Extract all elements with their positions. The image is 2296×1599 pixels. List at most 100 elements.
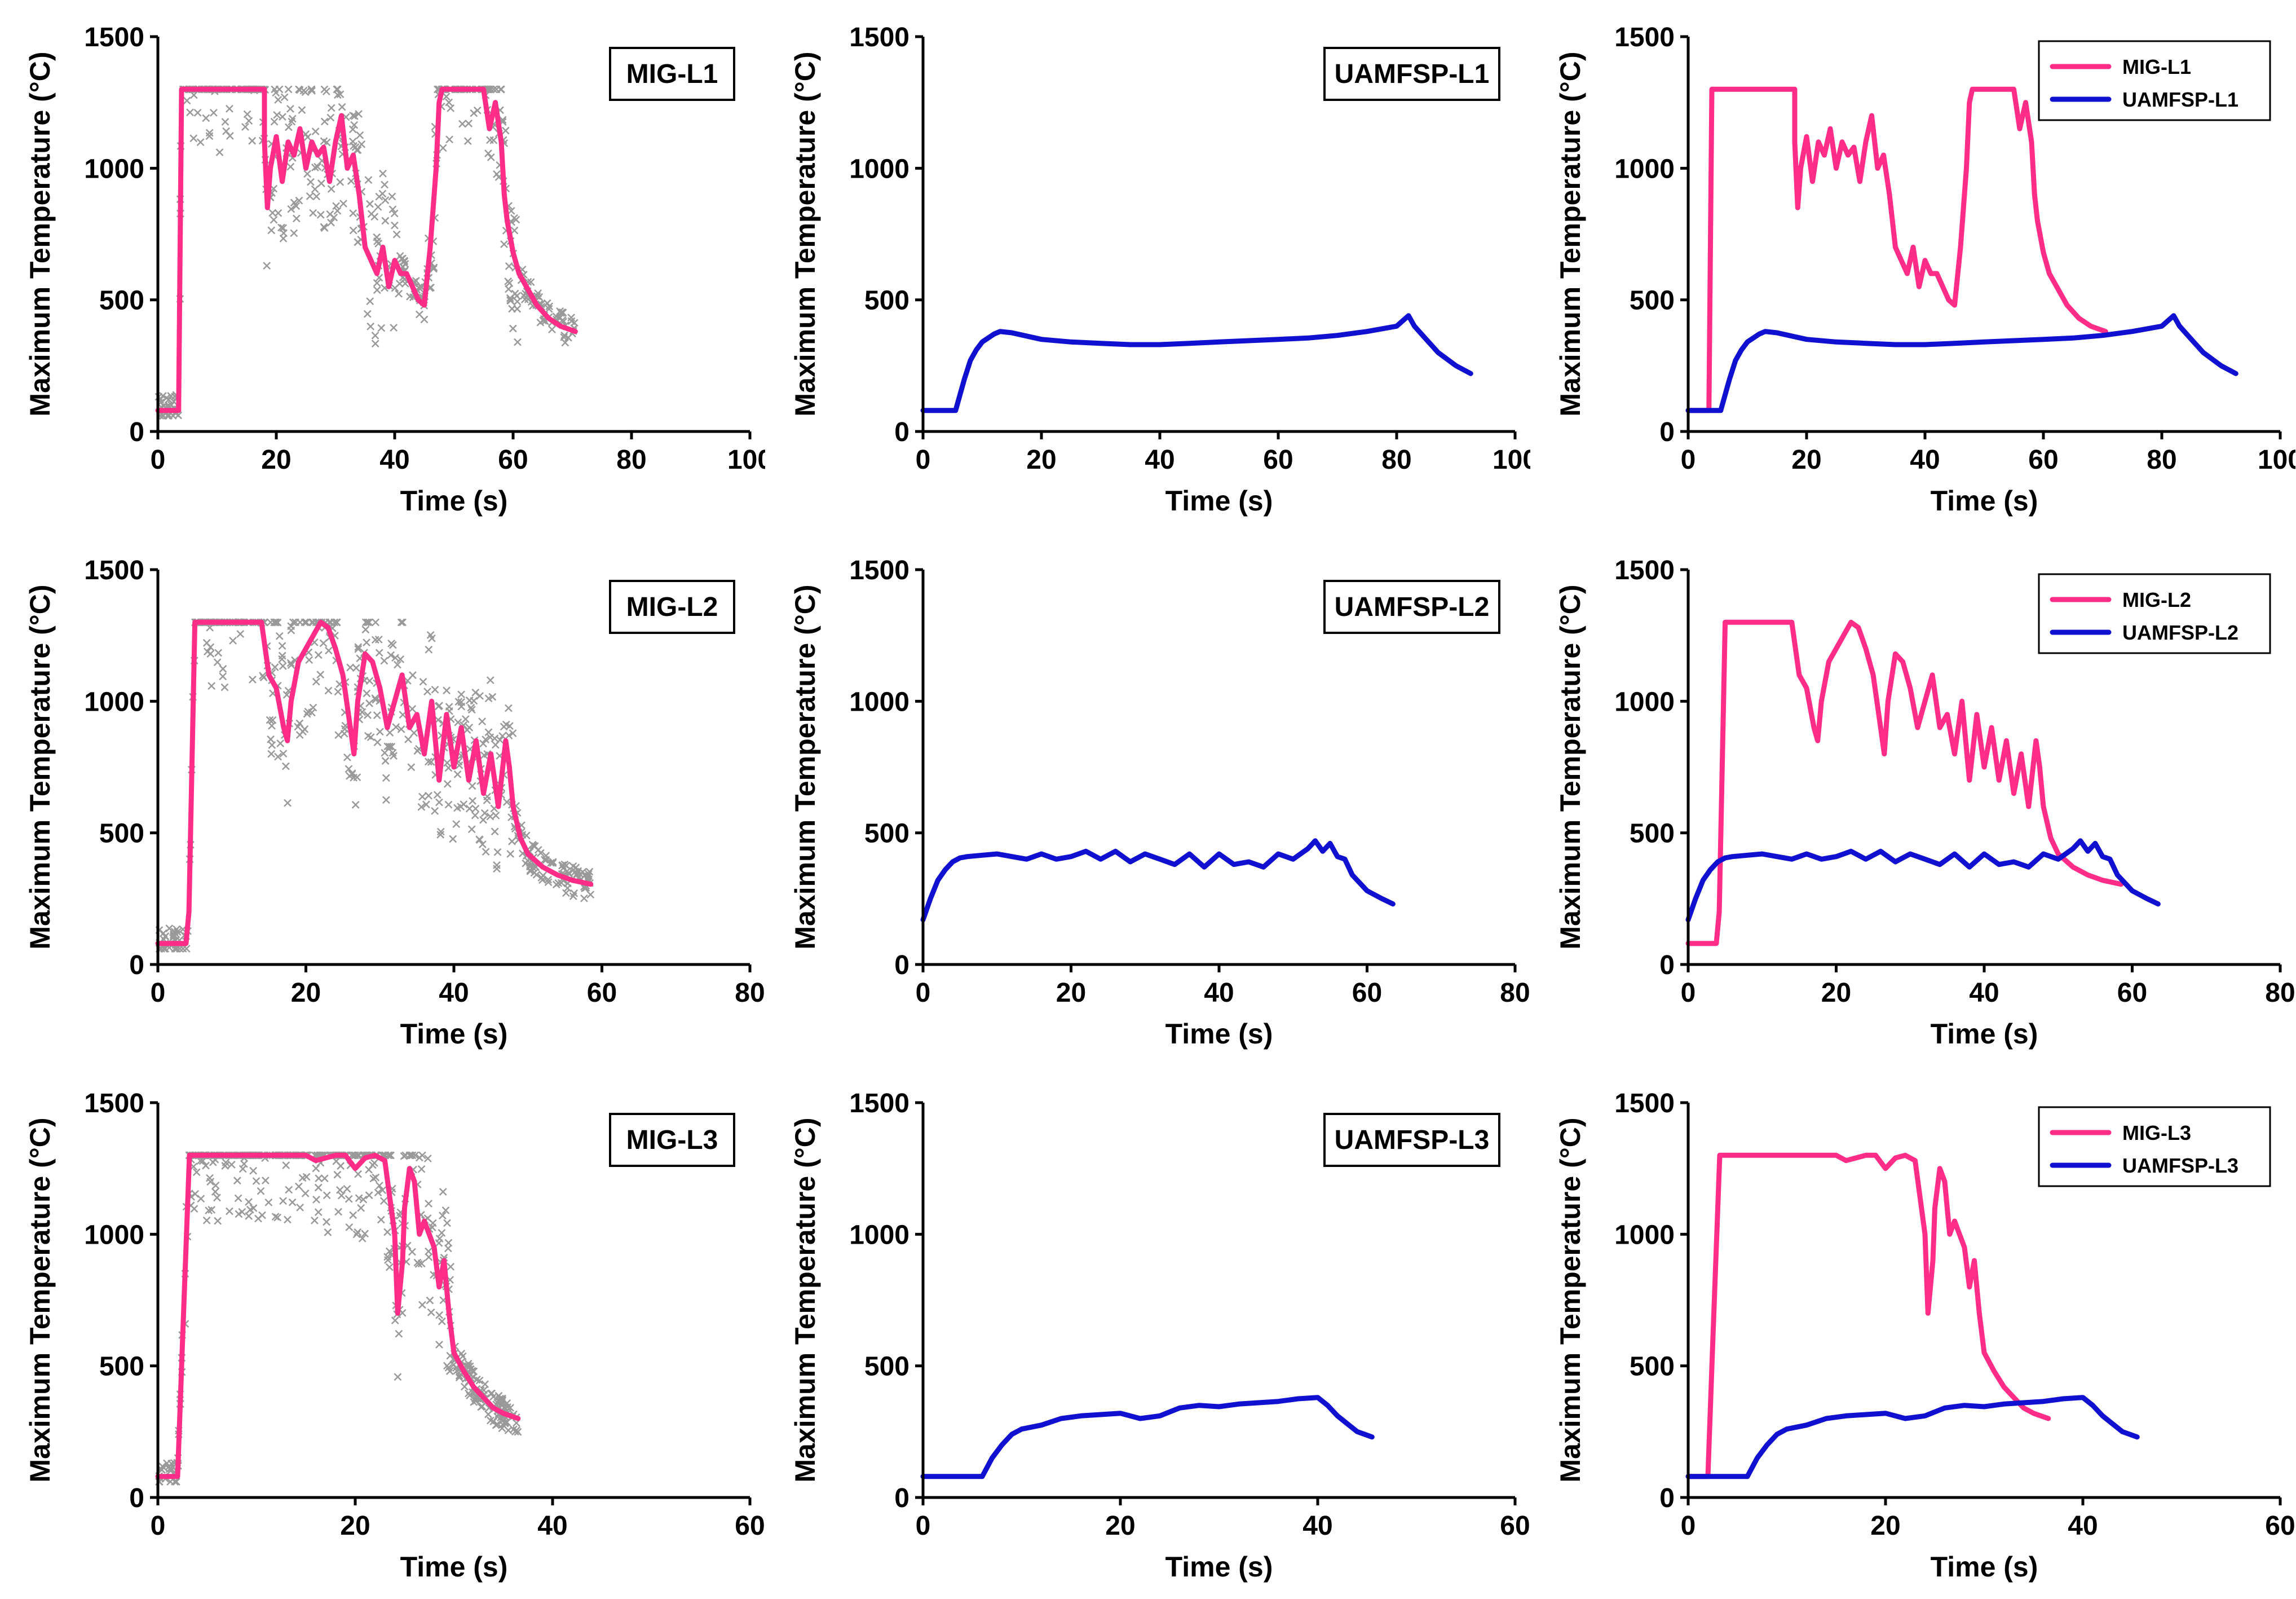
scatter-point	[292, 214, 301, 223]
scatter-point	[441, 1206, 450, 1214]
scatter-point	[366, 297, 374, 306]
scatter-point	[259, 673, 268, 681]
scatter-point	[417, 1165, 426, 1173]
scatter-point	[350, 773, 358, 782]
scatter-point	[352, 664, 360, 672]
scatter-point	[391, 654, 399, 662]
scatter-point	[273, 111, 281, 119]
scatter-point	[381, 217, 390, 225]
scatter-point	[562, 889, 570, 897]
scatter-point	[418, 1151, 426, 1160]
x-tick-label: 60	[735, 1511, 765, 1541]
scatter-point	[339, 200, 347, 208]
scatter-point	[370, 213, 379, 221]
scatter-point	[271, 663, 279, 671]
scatter-point	[505, 279, 514, 287]
scatter-point	[220, 683, 229, 691]
x-axis-title: Time (s)	[400, 1018, 508, 1050]
scatter-point	[205, 132, 214, 140]
chart-svg-p21: 0 20 40 60 80 0 500 1000 1500 Time (s) Maximum Tem…	[24, 556, 765, 1050]
scatter-point	[447, 104, 455, 112]
scatter-point	[284, 799, 292, 807]
scatter-point	[493, 848, 502, 856]
scatter-point	[502, 798, 511, 806]
series-line-uamfsp	[920, 838, 1396, 923]
y-tick-label: 500	[99, 1352, 144, 1382]
chart-panel-p13: 0 20 40 60 80 100 0 500 1000 1500 Time (s) Maximum …	[1530, 0, 2295, 533]
scatter-point	[443, 779, 452, 788]
scatter-point	[500, 240, 508, 248]
scatter-point	[482, 735, 490, 744]
scatter-point	[337, 1191, 346, 1200]
scatter-point	[461, 715, 470, 723]
scatter-point	[286, 105, 294, 113]
scatter-point	[443, 1219, 451, 1227]
scatter-point	[478, 840, 487, 848]
scatter-point	[458, 120, 466, 128]
scatter-point	[273, 1213, 282, 1222]
series-line-mig	[155, 86, 578, 413]
y-tick-label: 500	[99, 286, 144, 316]
scatter-point	[298, 106, 306, 114]
series-line-mig	[1685, 1152, 2051, 1479]
y-tick-label: 1000	[1614, 1220, 1675, 1250]
scatter-point	[354, 146, 362, 154]
scatter-point	[312, 192, 321, 201]
scatter-point	[505, 732, 513, 739]
scatter-point	[271, 85, 279, 94]
scatter-point	[495, 1396, 504, 1404]
scatter-point	[274, 209, 282, 217]
scatter-point	[419, 677, 427, 686]
scatter-point	[460, 1382, 469, 1391]
scatter-point	[486, 676, 494, 684]
x-tick-label: 80	[2147, 445, 2176, 475]
scatter-point	[304, 707, 312, 716]
scatter-point	[449, 835, 457, 843]
scatter-point	[371, 331, 379, 340]
y-tick-label: 1500	[1614, 556, 1675, 585]
series-line-uamfsp	[1685, 313, 2238, 413]
scatter-point	[434, 702, 443, 711]
scatter-point	[445, 98, 453, 107]
scatter-point	[364, 711, 372, 719]
scatter-point	[349, 1211, 357, 1219]
scatter-point	[379, 1197, 388, 1205]
x-tick-label: 80	[1381, 445, 1411, 475]
scatter-point	[354, 1228, 362, 1236]
scatter-point	[564, 869, 573, 877]
scatter-point	[286, 659, 295, 667]
scatter-point	[357, 1204, 365, 1212]
scatter-point	[492, 812, 500, 820]
scatter-point	[415, 310, 423, 319]
scatter-point	[274, 95, 282, 104]
scatter-point	[484, 728, 493, 737]
scatter-point	[279, 224, 288, 232]
scatter-point	[279, 750, 288, 757]
chart-panel-p21: 0 20 40 60 80 0 500 1000 1500 Time (s) Maximum Tem…	[0, 533, 765, 1066]
x-tick-label: 40	[379, 445, 409, 475]
scatter-point	[264, 1198, 273, 1206]
scatter-point	[214, 1217, 222, 1225]
panel-tag-label: MIG-L3	[626, 1125, 718, 1155]
scatter-point	[281, 762, 290, 770]
x-tick-label: 60	[1263, 445, 1293, 475]
scatter-point	[408, 1248, 416, 1256]
scatter-point	[373, 279, 381, 287]
x-tick-label: 60	[587, 978, 617, 1008]
series-line-uamfsp	[1685, 838, 2161, 923]
scatter-point	[284, 85, 293, 94]
panel-tag-box	[609, 1113, 735, 1167]
scatter-point	[488, 1389, 496, 1398]
scatter-point	[364, 618, 372, 627]
chart-panel-p33: 0 20 40 60 0 500 1000 1500 Time (s) Maximum Tempe…	[1530, 1066, 2295, 1599]
scatter-point	[277, 223, 285, 232]
y-axis-title: Maximum Temperature (°C)	[1555, 52, 1586, 417]
scatter-point	[288, 1198, 297, 1206]
scatter-point	[361, 1230, 369, 1238]
panel-tag: UAMFSP-L1	[1323, 47, 1500, 101]
scatter-point	[430, 265, 438, 273]
y-tick-label: 500	[1630, 286, 1675, 316]
scatter-point	[384, 1151, 392, 1160]
scatter-point	[350, 1151, 358, 1160]
